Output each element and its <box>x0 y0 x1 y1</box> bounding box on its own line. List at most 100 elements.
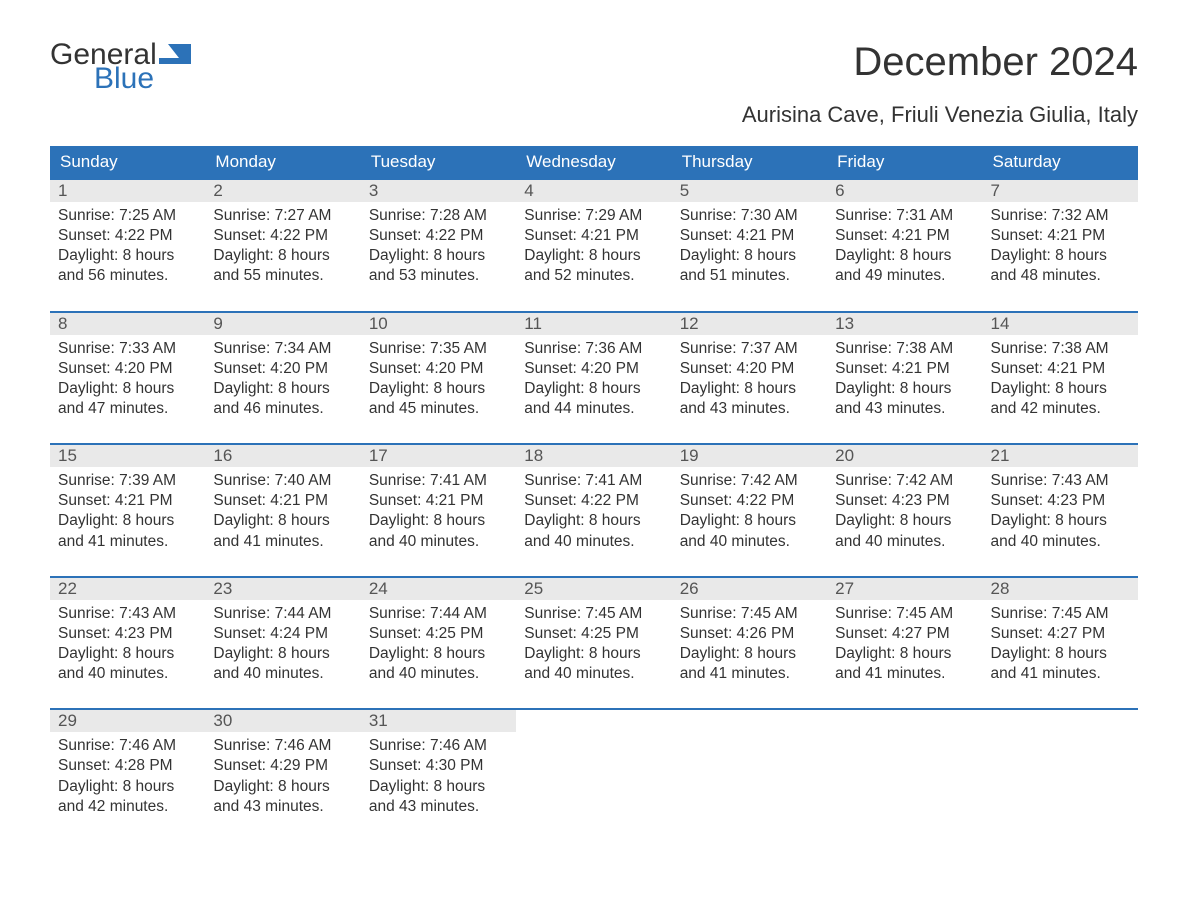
day-cell: 12Sunrise: 7:37 AMSunset: 4:20 PMDayligh… <box>672 313 827 426</box>
sunset-text: Sunset: 4:22 PM <box>213 226 352 246</box>
sunrise-text: Sunrise: 7:41 AM <box>369 471 508 491</box>
d1-text: Daylight: 8 hours <box>524 644 663 664</box>
d2-text: and 40 minutes. <box>835 532 974 552</box>
d1-text: Daylight: 8 hours <box>835 644 974 664</box>
brand-logo: General Blue <box>50 40 191 94</box>
d1-text: Daylight: 8 hours <box>369 644 508 664</box>
sunset-text: Sunset: 4:20 PM <box>524 359 663 379</box>
d2-text: and 44 minutes. <box>524 399 663 419</box>
day-body: Sunrise: 7:33 AMSunset: 4:20 PMDaylight:… <box>50 335 205 426</box>
day-number: 19 <box>672 445 827 467</box>
d1-text: Daylight: 8 hours <box>213 777 352 797</box>
sunset-text: Sunset: 4:26 PM <box>680 624 819 644</box>
day-number: 5 <box>672 180 827 202</box>
d2-text: and 41 minutes. <box>213 532 352 552</box>
sunset-text: Sunset: 4:27 PM <box>991 624 1130 644</box>
location-subtitle: Aurisina Cave, Friuli Venezia Giulia, It… <box>50 102 1138 128</box>
d2-text: and 51 minutes. <box>680 266 819 286</box>
day-number: 31 <box>361 710 516 732</box>
day-cell: 23Sunrise: 7:44 AMSunset: 4:24 PMDayligh… <box>205 578 360 691</box>
day-number: 12 <box>672 313 827 335</box>
day-cell: 15Sunrise: 7:39 AMSunset: 4:21 PMDayligh… <box>50 445 205 558</box>
d2-text: and 40 minutes. <box>369 532 508 552</box>
d2-text: and 42 minutes. <box>58 797 197 817</box>
col-tuesday: Tuesday <box>361 146 516 178</box>
sunset-text: Sunset: 4:21 PM <box>835 226 974 246</box>
day-cell: 30Sunrise: 7:46 AMSunset: 4:29 PMDayligh… <box>205 710 360 823</box>
sunset-text: Sunset: 4:24 PM <box>213 624 352 644</box>
sunset-text: Sunset: 4:27 PM <box>835 624 974 644</box>
day-number: 24 <box>361 578 516 600</box>
day-number: 25 <box>516 578 671 600</box>
sunset-text: Sunset: 4:22 PM <box>58 226 197 246</box>
sunset-text: Sunset: 4:23 PM <box>835 491 974 511</box>
day-body: Sunrise: 7:44 AMSunset: 4:25 PMDaylight:… <box>361 600 516 691</box>
day-body: Sunrise: 7:45 AMSunset: 4:27 PMDaylight:… <box>983 600 1138 691</box>
day-cell: 27Sunrise: 7:45 AMSunset: 4:27 PMDayligh… <box>827 578 982 691</box>
d1-text: Daylight: 8 hours <box>524 246 663 266</box>
day-number: 26 <box>672 578 827 600</box>
d2-text: and 52 minutes. <box>524 266 663 286</box>
d2-text: and 40 minutes. <box>369 664 508 684</box>
d2-text: and 40 minutes. <box>991 532 1130 552</box>
d1-text: Daylight: 8 hours <box>213 379 352 399</box>
sunset-text: Sunset: 4:20 PM <box>213 359 352 379</box>
sunrise-text: Sunrise: 7:35 AM <box>369 339 508 359</box>
d1-text: Daylight: 8 hours <box>991 644 1130 664</box>
col-thursday: Thursday <box>672 146 827 178</box>
day-cell: 19Sunrise: 7:42 AMSunset: 4:22 PMDayligh… <box>672 445 827 558</box>
day-number: 9 <box>205 313 360 335</box>
day-number: 4 <box>516 180 671 202</box>
day-body: Sunrise: 7:29 AMSunset: 4:21 PMDaylight:… <box>516 202 671 293</box>
page-title: December 2024 <box>853 40 1138 85</box>
day-cell: 25Sunrise: 7:45 AMSunset: 4:25 PMDayligh… <box>516 578 671 691</box>
sunrise-text: Sunrise: 7:34 AM <box>213 339 352 359</box>
day-cell: 28Sunrise: 7:45 AMSunset: 4:27 PMDayligh… <box>983 578 1138 691</box>
d1-text: Daylight: 8 hours <box>58 511 197 531</box>
d1-text: Daylight: 8 hours <box>991 511 1130 531</box>
day-cell: 17Sunrise: 7:41 AMSunset: 4:21 PMDayligh… <box>361 445 516 558</box>
d2-text: and 40 minutes. <box>524 664 663 684</box>
d2-text: and 47 minutes. <box>58 399 197 419</box>
d1-text: Daylight: 8 hours <box>58 379 197 399</box>
sunrise-text: Sunrise: 7:45 AM <box>524 604 663 624</box>
d1-text: Daylight: 8 hours <box>369 379 508 399</box>
day-body: Sunrise: 7:36 AMSunset: 4:20 PMDaylight:… <box>516 335 671 426</box>
day-number: 22 <box>50 578 205 600</box>
d2-text: and 53 minutes. <box>369 266 508 286</box>
sunrise-text: Sunrise: 7:46 AM <box>213 736 352 756</box>
d2-text: and 43 minutes. <box>369 797 508 817</box>
day-cell: 16Sunrise: 7:40 AMSunset: 4:21 PMDayligh… <box>205 445 360 558</box>
day-cell: 31Sunrise: 7:46 AMSunset: 4:30 PMDayligh… <box>361 710 516 823</box>
sunrise-text: Sunrise: 7:41 AM <box>524 471 663 491</box>
d1-text: Daylight: 8 hours <box>680 379 819 399</box>
sunrise-text: Sunrise: 7:44 AM <box>213 604 352 624</box>
calendar: Sunday Monday Tuesday Wednesday Thursday… <box>50 146 1138 823</box>
d1-text: Daylight: 8 hours <box>213 511 352 531</box>
sunset-text: Sunset: 4:21 PM <box>524 226 663 246</box>
day-cell: 20Sunrise: 7:42 AMSunset: 4:23 PMDayligh… <box>827 445 982 558</box>
day-body: Sunrise: 7:42 AMSunset: 4:22 PMDaylight:… <box>672 467 827 558</box>
d1-text: Daylight: 8 hours <box>835 379 974 399</box>
d1-text: Daylight: 8 hours <box>58 246 197 266</box>
d2-text: and 45 minutes. <box>369 399 508 419</box>
sunset-text: Sunset: 4:22 PM <box>524 491 663 511</box>
sunrise-text: Sunrise: 7:46 AM <box>369 736 508 756</box>
sunset-text: Sunset: 4:30 PM <box>369 756 508 776</box>
day-cell: 18Sunrise: 7:41 AMSunset: 4:22 PMDayligh… <box>516 445 671 558</box>
d1-text: Daylight: 8 hours <box>991 246 1130 266</box>
d2-text: and 43 minutes. <box>835 399 974 419</box>
d2-text: and 40 minutes. <box>524 532 663 552</box>
day-body: Sunrise: 7:27 AMSunset: 4:22 PMDaylight:… <box>205 202 360 293</box>
day-cell: 1Sunrise: 7:25 AMSunset: 4:22 PMDaylight… <box>50 180 205 293</box>
calendar-week: 22Sunrise: 7:43 AMSunset: 4:23 PMDayligh… <box>50 576 1138 691</box>
d2-text: and 40 minutes. <box>680 532 819 552</box>
sunset-text: Sunset: 4:21 PM <box>835 359 974 379</box>
brand-line2: Blue <box>94 64 191 94</box>
day-cell: 22Sunrise: 7:43 AMSunset: 4:23 PMDayligh… <box>50 578 205 691</box>
sunset-text: Sunset: 4:21 PM <box>991 359 1130 379</box>
day-number: 23 <box>205 578 360 600</box>
day-cell: 21Sunrise: 7:43 AMSunset: 4:23 PMDayligh… <box>983 445 1138 558</box>
sunrise-text: Sunrise: 7:33 AM <box>58 339 197 359</box>
day-body: Sunrise: 7:39 AMSunset: 4:21 PMDaylight:… <box>50 467 205 558</box>
